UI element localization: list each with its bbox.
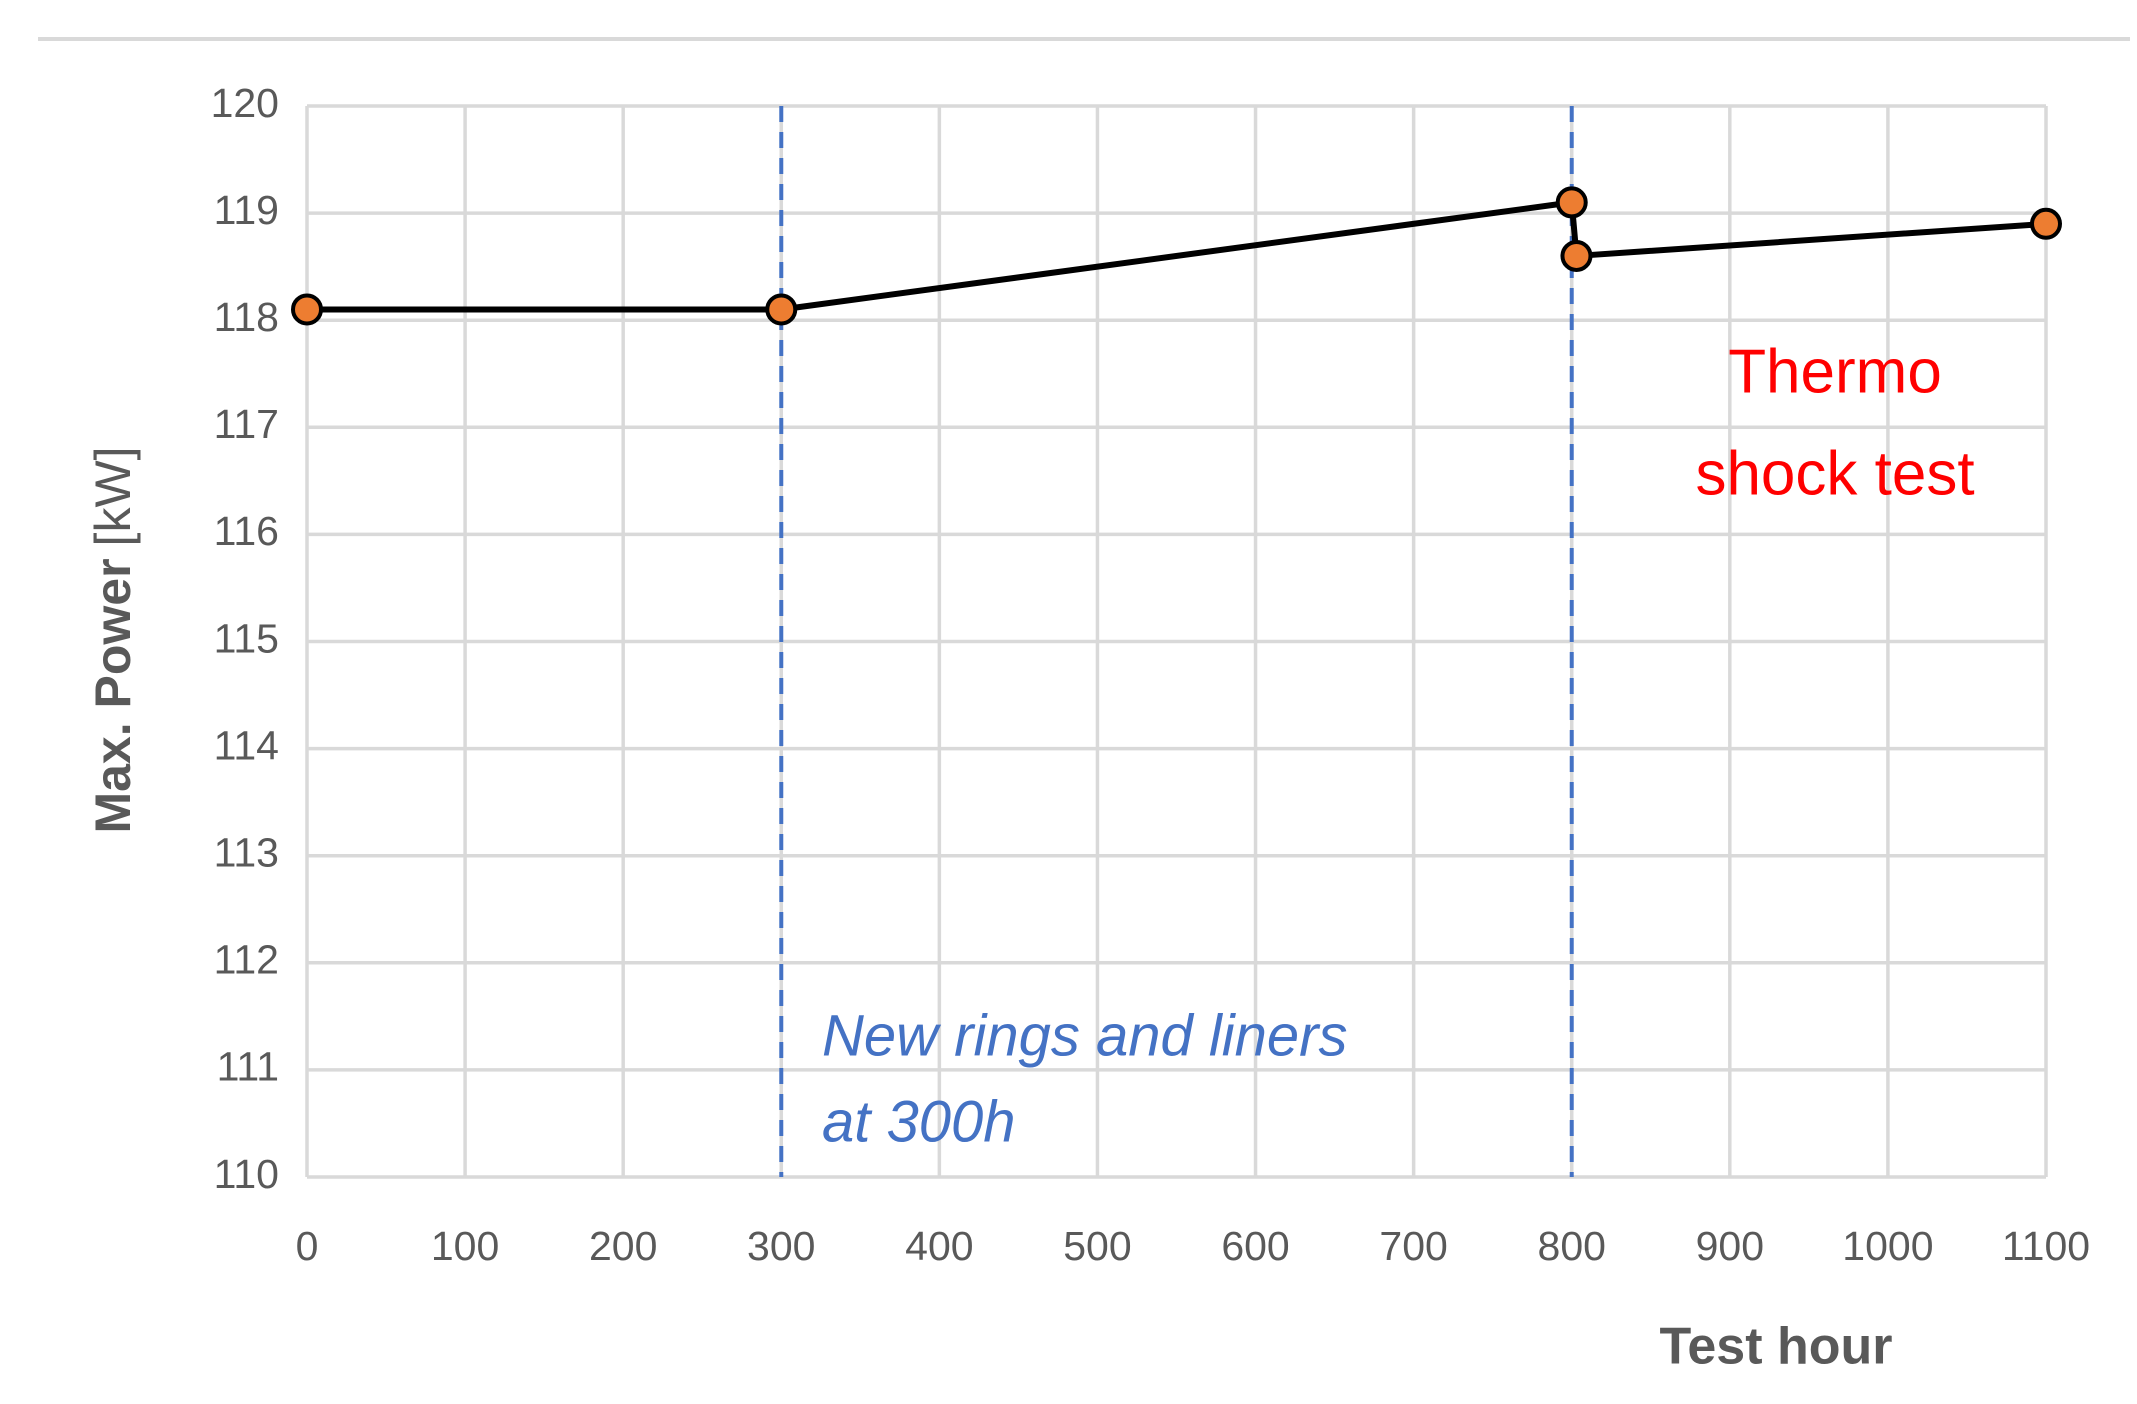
x-tick-label: 200 — [589, 1223, 657, 1269]
y-tick-label: 110 — [214, 1151, 279, 1197]
y-tick-label: 119 — [214, 187, 279, 233]
y-axis-title: Max. Power [kW] — [85, 446, 141, 833]
annotation: shock test — [1695, 439, 1974, 508]
y-axis-title-main: Max. Power — [85, 558, 141, 833]
x-tick-label: 100 — [431, 1223, 499, 1269]
x-tick-label: 0 — [296, 1223, 319, 1269]
series-line — [307, 199, 2047, 313]
y-tick-label: 114 — [214, 722, 279, 768]
y-tick-label: 118 — [214, 294, 279, 340]
data-point — [1560, 239, 1593, 272]
x-tick-label: 300 — [747, 1223, 815, 1269]
annotation: New rings and liners — [822, 1003, 1347, 1068]
y-axis-unit: [kW] — [85, 446, 141, 546]
data-point — [765, 293, 798, 326]
x-tick-label: 800 — [1538, 1223, 1606, 1269]
x-tick-label: 900 — [1696, 1223, 1764, 1269]
y-tick-label: 112 — [214, 937, 279, 983]
x-tick-label: 400 — [905, 1223, 973, 1269]
y-tick-label: 111 — [217, 1044, 279, 1090]
y-tick-label: 120 — [211, 80, 279, 126]
annotation: Thermo — [1728, 337, 1942, 406]
data-point — [2030, 207, 2062, 240]
marks — [291, 106, 2062, 1177]
x-tick-label: 1000 — [1842, 1223, 1933, 1269]
x-tick-label: 700 — [1379, 1223, 1447, 1269]
y-tick-label: 115 — [214, 615, 279, 661]
x-tick-label: 1100 — [2002, 1223, 2090, 1269]
annotation: at 300h — [822, 1089, 1016, 1154]
y-tick-label: 117 — [214, 401, 279, 447]
y-tick-label: 116 — [214, 508, 279, 554]
x-tick-label: 500 — [1063, 1223, 1131, 1269]
data-point — [1555, 186, 1588, 219]
y-tick-label: 113 — [214, 830, 279, 876]
x-tick-label: 600 — [1221, 1223, 1289, 1269]
grid — [305, 104, 2048, 1179]
x-axis-title: Test hour — [1659, 1318, 1892, 1376]
data-point — [291, 293, 323, 326]
